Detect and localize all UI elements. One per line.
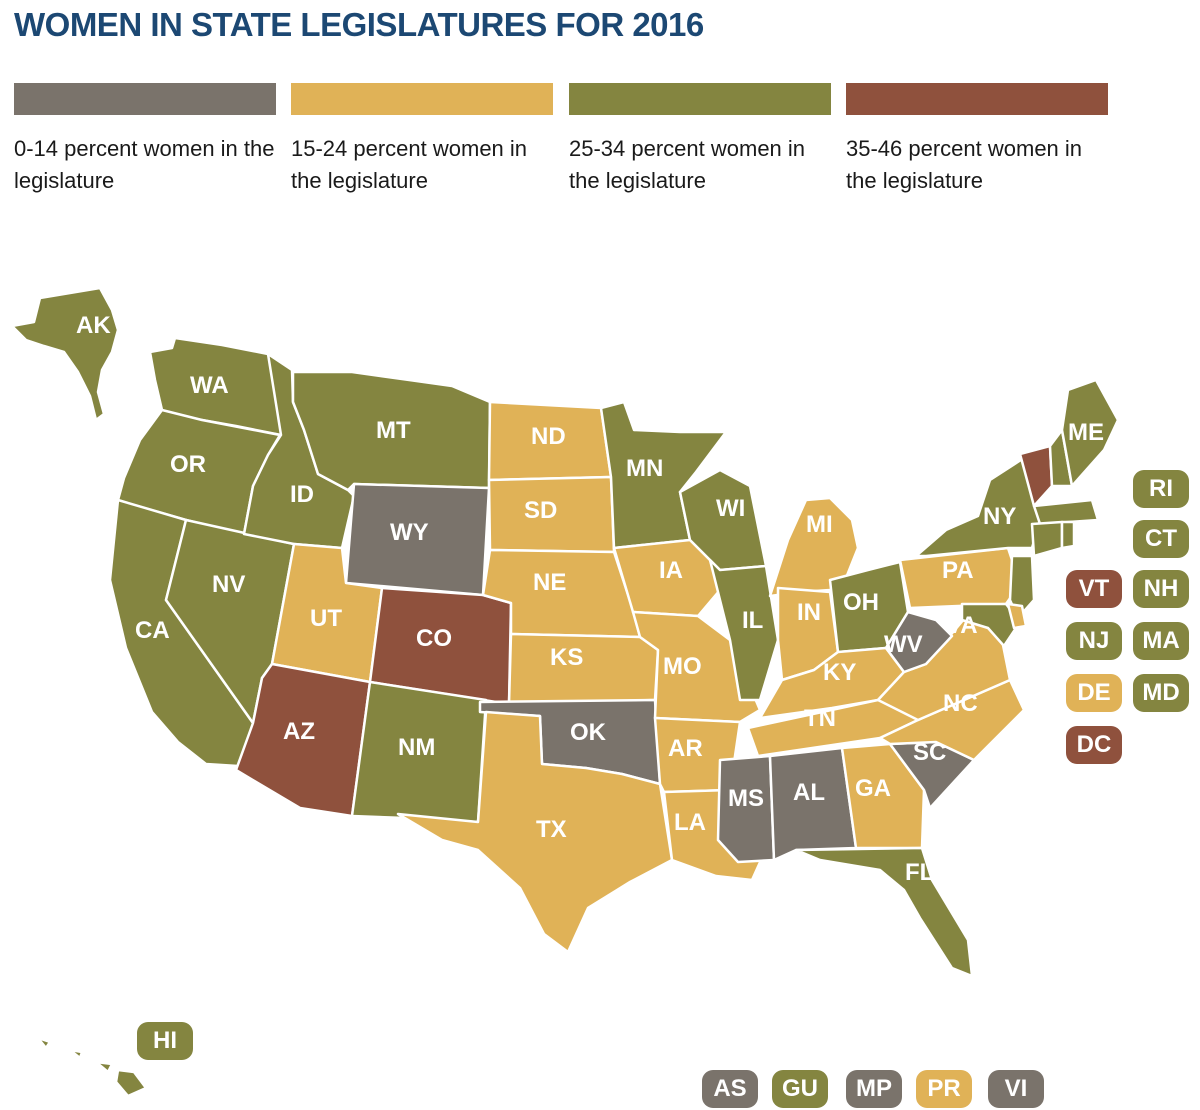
state-label-ms: MS (728, 785, 764, 812)
state-label-va: VA (946, 612, 978, 639)
state-label-nc: NC (943, 690, 978, 717)
state-label-ny: NY (983, 503, 1016, 530)
state-label-mn: MN (626, 455, 663, 482)
state-md (960, 602, 1022, 648)
state-label-mi: MI (806, 511, 833, 538)
state-label-sd: SD (524, 497, 557, 524)
legend-label: 15-24 percent women in the legislature (291, 136, 528, 193)
state-wv (884, 610, 954, 674)
legend-label: 35-46 percent women in the legislature (846, 136, 1083, 193)
state-label-co: CO (416, 625, 452, 652)
state-label-wa: WA (190, 372, 229, 399)
label-box-pr: PR (916, 1070, 972, 1108)
state-tx (396, 710, 674, 954)
state-ak (10, 286, 120, 422)
label-box-ct: CT (1133, 520, 1189, 558)
state-label-pa: PA (942, 557, 974, 584)
label-box-ma: MA (1133, 622, 1189, 660)
label-box-ri: RI (1133, 470, 1189, 508)
state-label-oh: OH (843, 589, 879, 616)
state-label-ky: KY (823, 659, 856, 686)
state-hi (36, 1036, 148, 1098)
state-ri (1060, 520, 1076, 550)
state-fl (794, 846, 974, 978)
label-box-vi: VI (988, 1070, 1044, 1108)
label-box-nj: NJ (1066, 622, 1122, 660)
state-label-wv: WV (884, 631, 923, 658)
state-label-nm: NM (398, 734, 435, 761)
state-label-ne: NE (533, 569, 566, 596)
state-label-in: IN (797, 599, 821, 626)
state-label-ut: UT (310, 605, 342, 632)
state-label-mo: MO (663, 653, 702, 680)
legend-swatch (291, 83, 553, 115)
page-title: WOMEN IN STATE LEGISLATURES FOR 2016 (14, 6, 704, 43)
legend-swatch (846, 83, 1108, 115)
state-label-ak: AK (76, 312, 111, 339)
state-label-id: ID (290, 481, 314, 508)
state-ma (1032, 498, 1100, 526)
label-box-de: DE (1066, 674, 1122, 712)
legend-label: 25-34 percent women in the legislature (569, 136, 806, 193)
state-label-ks: KS (550, 644, 583, 671)
state-label-ar: AR (668, 735, 703, 762)
label-box-gu: GU (772, 1070, 828, 1108)
legend-swatch (14, 83, 276, 115)
state-mn (599, 400, 728, 550)
state-de (1006, 602, 1028, 630)
state-ct (1030, 520, 1064, 558)
label-box-dc: DC (1066, 726, 1122, 764)
legend-item-15-24: 15-24 percent women in the legislature (291, 83, 553, 197)
state-label-al: AL (793, 779, 825, 806)
state-nj (1008, 554, 1036, 620)
state-label-sc: SC (913, 739, 946, 766)
state-label-mt: MT (376, 417, 411, 444)
state-label-wi: WI (716, 495, 745, 522)
state-ny (914, 452, 1042, 558)
state-ks (507, 632, 660, 706)
label-box-nh: NH (1133, 570, 1189, 608)
state-label-ga: GA (855, 775, 891, 802)
state-label-il: IL (742, 607, 763, 634)
state-ms (716, 754, 776, 864)
legend-item-35-46: 35-46 percent women in the legislature (846, 83, 1108, 197)
label-box-mp: MP (846, 1070, 902, 1108)
legend-label: 0-14 percent women in the legislature (14, 136, 275, 193)
label-box-hi: HI (137, 1022, 193, 1060)
state-label-tx: TX (536, 816, 567, 843)
label-box-vt: VT (1066, 570, 1122, 608)
legend-swatch (569, 83, 831, 115)
state-label-ca: CA (135, 617, 170, 644)
legend-item-0-14: 0-14 percent women in the legislature (14, 83, 276, 197)
state-label-wy: WY (390, 519, 429, 546)
state-label-la: LA (674, 809, 706, 836)
state-label-me: ME (1068, 419, 1104, 446)
state-label-tn: TN (804, 705, 836, 732)
label-box-as: AS (702, 1070, 758, 1108)
state-label-nd: ND (531, 423, 566, 450)
state-me (1060, 378, 1120, 488)
state-label-fl: FL (905, 859, 934, 886)
state-il (708, 558, 780, 702)
state-label-or: OR (170, 451, 206, 478)
label-box-md: MD (1133, 674, 1189, 712)
state-label-nv: NV (212, 571, 245, 598)
legend-item-25-34: 25-34 percent women in the legislature (569, 83, 831, 197)
state-label-az: AZ (283, 718, 315, 745)
state-label-ia: IA (659, 557, 683, 584)
state-label-ok: OK (570, 719, 607, 746)
state-ga (840, 742, 926, 850)
